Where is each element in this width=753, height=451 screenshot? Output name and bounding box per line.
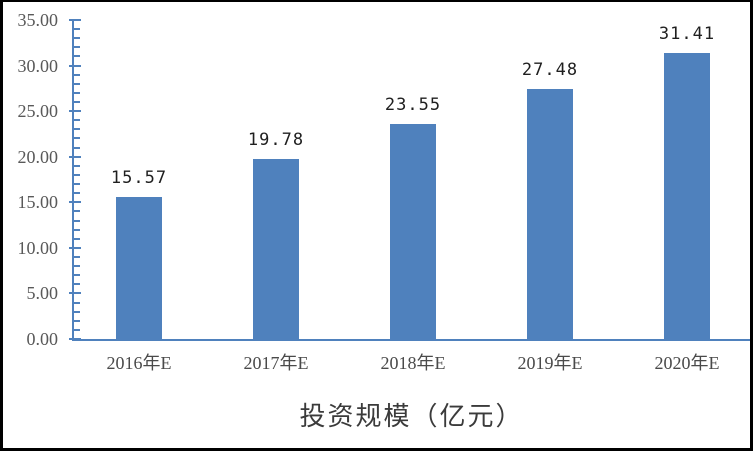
bar xyxy=(390,124,436,341)
y-minor-tick xyxy=(74,91,80,94)
y-minor-tick xyxy=(74,82,80,85)
y-minor-tick xyxy=(74,173,80,176)
y-minor-tick xyxy=(74,310,80,313)
x-axis-category-label: 2019年E xyxy=(517,353,583,373)
chart-title: 投资规模（亿元） xyxy=(299,402,524,431)
y-minor-tick xyxy=(74,219,80,222)
x-axis-category-label: 2017年E xyxy=(243,353,309,373)
y-minor-tick xyxy=(74,146,80,149)
x-axis-category-label: 2020年E xyxy=(654,353,720,373)
y-minor-tick xyxy=(74,192,80,195)
bar xyxy=(664,53,710,341)
y-major-tick xyxy=(69,246,81,249)
y-minor-tick xyxy=(74,46,80,49)
x-axis-category-label: 2016年E xyxy=(106,353,172,373)
y-major-tick xyxy=(69,64,81,67)
y-minor-tick xyxy=(74,164,80,167)
x-axis-category-label: 2018年E xyxy=(380,353,446,373)
y-minor-tick xyxy=(74,73,80,76)
y-minor-tick xyxy=(74,319,80,322)
bar-value-label: 19.78 xyxy=(247,130,305,150)
bar xyxy=(116,197,162,341)
y-minor-tick xyxy=(74,228,80,231)
y-axis-tick-label: 15.00 xyxy=(17,192,59,213)
y-minor-tick xyxy=(74,55,80,58)
y-minor-tick xyxy=(74,101,80,104)
y-axis-tick-label: 10.00 xyxy=(17,237,59,258)
y-minor-tick xyxy=(74,255,80,258)
bar xyxy=(527,89,573,341)
y-minor-tick xyxy=(74,119,80,122)
y-axis-tick-label: 25.00 xyxy=(17,101,59,122)
y-minor-tick xyxy=(74,137,80,140)
y-minor-tick xyxy=(74,283,80,286)
y-axis-tick-label: 0.00 xyxy=(26,329,59,349)
y-major-tick xyxy=(69,19,81,21)
y-minor-tick xyxy=(74,210,80,213)
bar-value-label: 15.57 xyxy=(110,168,168,188)
y-axis-line xyxy=(72,20,74,341)
y-minor-tick xyxy=(74,274,80,277)
y-minor-tick xyxy=(74,28,80,31)
y-axis-tick-label: 5.00 xyxy=(26,283,59,304)
y-minor-tick xyxy=(74,128,80,131)
y-major-tick xyxy=(69,292,81,295)
bar-value-label: 23.55 xyxy=(384,95,442,115)
bar-value-label: 27.48 xyxy=(521,60,579,80)
bar-value-label: 31.41 xyxy=(658,24,716,44)
y-minor-tick xyxy=(74,265,80,268)
y-major-tick xyxy=(69,201,81,204)
y-major-tick xyxy=(69,338,81,340)
y-major-tick xyxy=(69,110,81,113)
y-minor-tick xyxy=(74,301,80,304)
y-major-tick xyxy=(69,155,81,158)
bar xyxy=(253,159,299,341)
y-axis-tick-label: 35.00 xyxy=(17,10,59,30)
y-minor-tick xyxy=(74,37,80,40)
y-axis-tick-label: 20.00 xyxy=(17,146,59,167)
y-minor-tick xyxy=(74,328,80,331)
y-minor-tick xyxy=(74,237,80,240)
y-axis-tick-label: 30.00 xyxy=(17,55,59,76)
plot-area: 投资规模（亿元） 0.00 5.00 10.00 15.00 20.00 25.00 30.… xyxy=(3,2,750,448)
y-minor-tick xyxy=(74,183,80,186)
